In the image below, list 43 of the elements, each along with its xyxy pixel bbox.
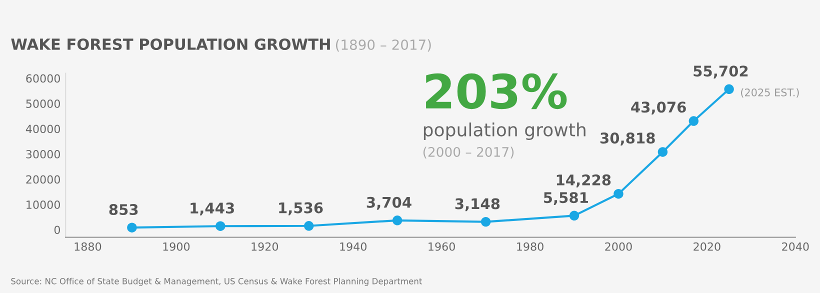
- data-label: 14,228: [556, 174, 611, 188]
- x-tick-label: 1960: [428, 242, 455, 251]
- y-tick-label: 0: [54, 226, 60, 234]
- data-label: 3,704: [366, 196, 412, 210]
- y-tick-label: 30000: [26, 150, 60, 158]
- x-tick-label: 1880: [74, 242, 102, 251]
- x-tick-label: 2020: [694, 242, 720, 251]
- annotation: (2000 – 2017): [423, 146, 514, 158]
- point: [658, 147, 668, 157]
- annotation: population growth: [424, 122, 586, 140]
- data-label: 1,536: [279, 202, 323, 216]
- chart-subtitle: (1890 – 2017): [336, 39, 431, 52]
- x-tick-label: 2040: [782, 242, 809, 251]
- x-tick-label: 1900: [163, 242, 190, 251]
- point: [216, 221, 226, 231]
- point: [688, 116, 699, 126]
- data-label: 5,581: [544, 192, 588, 205]
- data-label: 30,818: [600, 132, 655, 146]
- x-tick-label: 2000: [605, 242, 632, 251]
- point: [392, 216, 402, 226]
- point: [614, 188, 624, 199]
- x-tick-label: 1980: [517, 242, 544, 251]
- y-tick-label: 20000: [26, 175, 60, 184]
- y-tick-label: 50000: [26, 100, 60, 108]
- chart-title: WAKE FOREST POPULATION GROWTH: [11, 38, 330, 50]
- point: [724, 84, 734, 94]
- y-tick-label: 10000: [26, 200, 60, 209]
- source-note: Source: NC Office of State Budget & Management, US Census & Wake Forest Planning Department: [11, 278, 422, 286]
- y-tick-label: 60000: [26, 74, 60, 83]
- point: [480, 216, 491, 227]
- annotation: (2025 EST.): [741, 88, 799, 98]
- data-label: 1,443: [190, 202, 234, 216]
- data-label: 3,148: [455, 198, 500, 212]
- x-tick-label: 1940: [340, 242, 366, 251]
- x-tick-label: 1920: [252, 242, 278, 251]
- point: [127, 222, 137, 232]
- annotation: 203%: [426, 73, 567, 110]
- data-label: 43,076: [631, 102, 686, 115]
- data-label: 55,702: [694, 66, 748, 78]
- point: [569, 210, 580, 221]
- point: [304, 221, 314, 231]
- data-label: 853: [109, 204, 138, 216]
- y-tick-label: 40000: [26, 124, 60, 134]
